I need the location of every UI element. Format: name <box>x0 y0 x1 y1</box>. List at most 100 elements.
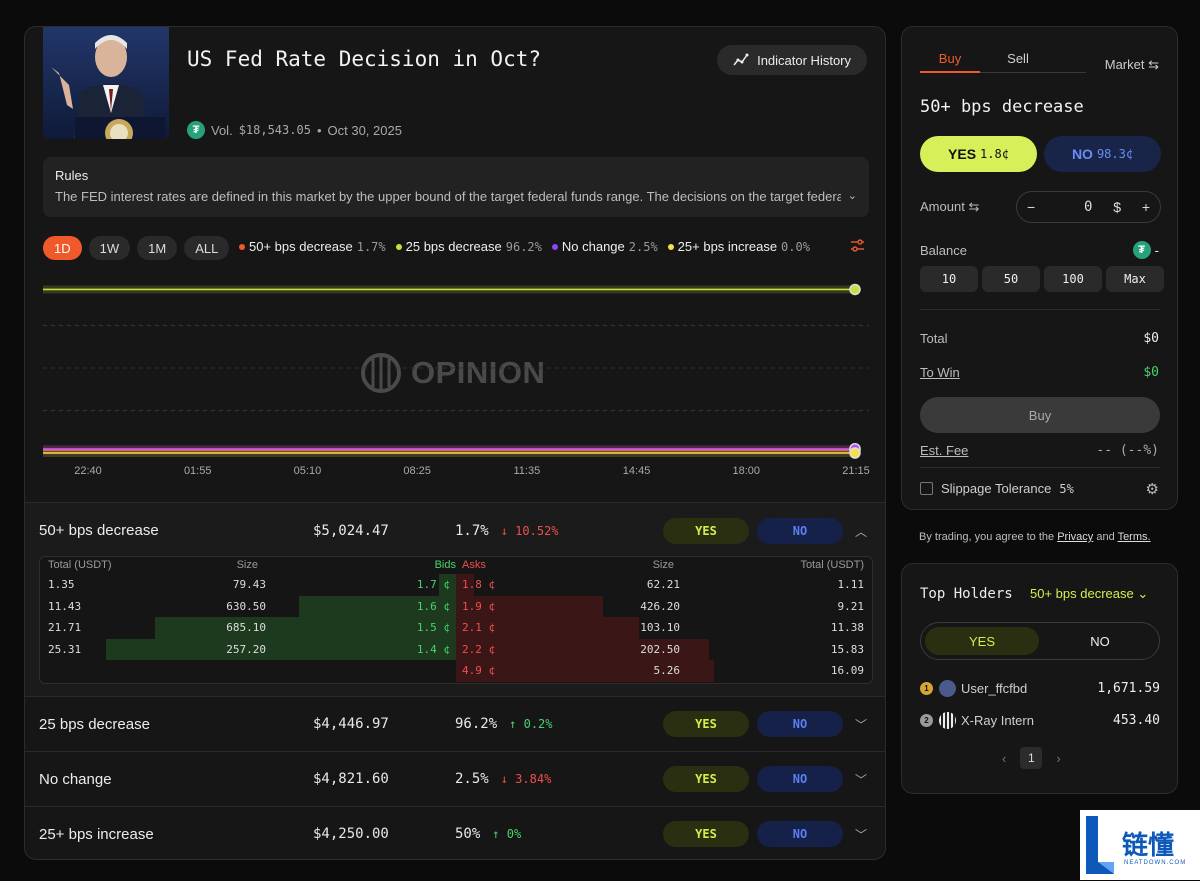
prev-page-icon[interactable]: ‹ <box>1002 750 1007 766</box>
ask-row[interactable]: 1.8 ¢ 62.21 1.11 <box>40 574 872 596</box>
bid-size: 630.50 <box>226 599 266 613</box>
slippage-checkbox[interactable] <box>920 482 933 495</box>
yes-button[interactable]: YES <box>663 821 749 847</box>
legend-item: 25+ bps increase 0.0% <box>667 239 810 254</box>
holders-side-toggle: YES NO <box>920 622 1160 660</box>
buy-no-button[interactable]: NO 98.3¢ <box>1044 136 1161 172</box>
bid-row[interactable]: 21.71 685.10 1.5 ¢ <box>40 617 872 639</box>
gear-icon[interactable]: ⚙ <box>1145 481 1159 498</box>
legend-dot <box>667 243 674 250</box>
balance-value: - <box>1154 242 1159 258</box>
outcome-row[interactable]: No change $4,821.60 2.5% ↓ 3.84% YES NO ﹀ <box>25 751 885 806</box>
outcome-volume: $4,250.00 <box>313 826 389 842</box>
no-button[interactable]: NO <box>757 518 843 544</box>
page-number[interactable]: 1 <box>1020 747 1043 769</box>
range-1m-button[interactable]: 1M <box>137 236 178 260</box>
chevron-down-icon[interactable]: ﹀ <box>855 827 868 842</box>
quick-amount-50-button[interactable]: 50 <box>982 266 1040 292</box>
yes-button[interactable]: YES <box>663 766 749 792</box>
swap-icon[interactable]: ⇆ <box>968 199 980 214</box>
ask-row[interactable]: 2.1 ¢ 103.10 11.38 <box>40 617 872 639</box>
plus-icon[interactable]: + <box>1141 199 1150 215</box>
rules-box[interactable]: Rules The FED interest rates are defined… <box>43 157 869 217</box>
x-tick-label: 11:35 <box>513 465 541 477</box>
no-button[interactable]: NO <box>757 766 843 792</box>
market-image <box>43 27 169 139</box>
rank-badge: 1 <box>920 681 933 695</box>
order-type-label: Market <box>1104 57 1145 72</box>
bid-row[interactable]: 11.43 630.50 1.6 ¢ <box>40 595 872 617</box>
holder-row[interactable]: 2 X-Ray Intern 453.40 <box>920 710 1160 730</box>
bid-price: 1.4 ¢ <box>416 642 450 656</box>
indicator-history-button[interactable]: Indicator History <box>717 45 867 75</box>
holders-selected: 50+ bps decrease <box>1030 586 1134 601</box>
holders-title: Top Holders <box>920 586 1013 602</box>
total-value: $0 <box>1143 331 1159 346</box>
buy-button[interactable]: Buy <box>920 397 1160 433</box>
range-all-button[interactable]: ALL <box>184 236 230 260</box>
bid-row[interactable]: 1.35 79.43 1.7 ¢ <box>40 574 872 596</box>
chevron-down-icon[interactable]: ﹀ <box>855 717 868 732</box>
ask-size: 62.21 <box>646 578 680 591</box>
no-button[interactable]: NO <box>757 821 843 847</box>
bid-row[interactable]: 25.31 257.20 1.4 ¢ <box>40 638 872 660</box>
series-endpoint <box>849 447 861 459</box>
outcome-row[interactable]: 25 bps decrease $4,446.97 96.2% ↑ 0.2% YES NO… <box>25 696 885 751</box>
bid-total: 25.31 <box>48 642 82 656</box>
holders-no-tab[interactable]: NO <box>1090 633 1110 649</box>
ask-total: 11.38 <box>830 621 864 634</box>
ask-row[interactable]: 1.9 ¢ 426.20 9.21 <box>40 595 872 617</box>
quick-amount-100-button[interactable]: 100 <box>1044 266 1102 292</box>
yes-button[interactable]: YES <box>663 518 749 544</box>
ask-row[interactable]: 2.2 ¢ 202.50 15.83 <box>40 638 872 660</box>
range-1d-button[interactable]: 1D <box>43 236 82 260</box>
indicator-history-label: Indicator History <box>757 52 851 68</box>
next-page-icon[interactable]: › <box>1056 750 1061 766</box>
legend-dot <box>551 243 558 250</box>
tab-buy[interactable]: Buy <box>920 51 980 73</box>
holders-outcome-select[interactable]: 50+ bps decrease ⌄ <box>1030 586 1148 602</box>
slippage-row[interactable]: Slippage Tolerance 5% <box>920 481 1074 496</box>
quick-amount-10-button[interactable]: 10 <box>920 266 978 292</box>
orderbook-header: Bids <box>434 559 456 571</box>
probability-change: ↓ 3.84% <box>500 772 552 786</box>
ask-row[interactable]: 4.9 ¢ 5.26 16.09 <box>40 660 872 682</box>
amount-value[interactable]: 0 <box>1083 199 1093 215</box>
x-tick-label: 05:10 <box>293 465 322 477</box>
x-tick-label: 08:25 <box>403 465 431 477</box>
ask-total: 9.21 <box>837 599 865 613</box>
order-type-toggle[interactable]: Market ⇆ <box>1105 57 1159 73</box>
tab-sell[interactable]: Sell <box>1007 51 1029 66</box>
outcome-name: 50+ bps decrease <box>39 522 159 539</box>
holders-yes-tab[interactable]: YES <box>925 627 1039 655</box>
legend-label: 50+ bps decrease <box>249 239 353 254</box>
rank-badge: 2 <box>920 713 933 727</box>
holder-name[interactable]: User_ffcfbd <box>961 680 1028 696</box>
quick-amount-max-button[interactable]: Max <box>1106 266 1164 292</box>
chevron-up-icon[interactable]: ︿ <box>855 525 868 539</box>
outcome-probability: 96.2% ↑ 0.2% <box>455 716 553 732</box>
chevron-down-icon[interactable]: ⌄ <box>847 190 857 202</box>
x-axis: 22:40 01:55 05:10 08:25 11:35 14:45 18:00 21:15 <box>43 465 870 481</box>
ask-price: 1.9 ¢ <box>462 599 496 613</box>
chart-settings-icon[interactable] <box>850 239 865 255</box>
no-label: NO <box>1071 146 1093 162</box>
range-1w-button[interactable]: 1W <box>88 236 131 260</box>
yes-button[interactable]: YES <box>663 711 749 737</box>
ask-depth-bar <box>456 595 604 617</box>
quick-amounts: 10 50 100 Max <box>920 266 1164 292</box>
ask-depth-bar <box>456 617 640 639</box>
no-button[interactable]: NO <box>757 711 843 737</box>
terms-link[interactable]: Terms. <box>1117 531 1151 543</box>
amount-input[interactable]: − 0 $ + <box>1016 191 1161 223</box>
minus-icon[interactable]: − <box>1027 199 1036 215</box>
probability-value: 1.7% <box>455 523 489 539</box>
holder-name[interactable]: X-Ray Intern <box>961 712 1034 728</box>
buy-yes-button[interactable]: YES 1.8¢ <box>920 136 1037 172</box>
privacy-link[interactable]: Privacy <box>1057 531 1094 543</box>
ask-depth-bar <box>456 660 714 682</box>
outcome-row[interactable]: 25+ bps increase $4,250.00 50% ↑ 0% YES NO ﹀ <box>25 806 885 859</box>
holder-row[interactable]: 1 User_ffcfbd 1,671.59 <box>920 678 1160 698</box>
chevron-down-icon[interactable]: ﹀ <box>855 772 868 787</box>
holder-amount: 1,671.59 <box>1097 680 1160 696</box>
